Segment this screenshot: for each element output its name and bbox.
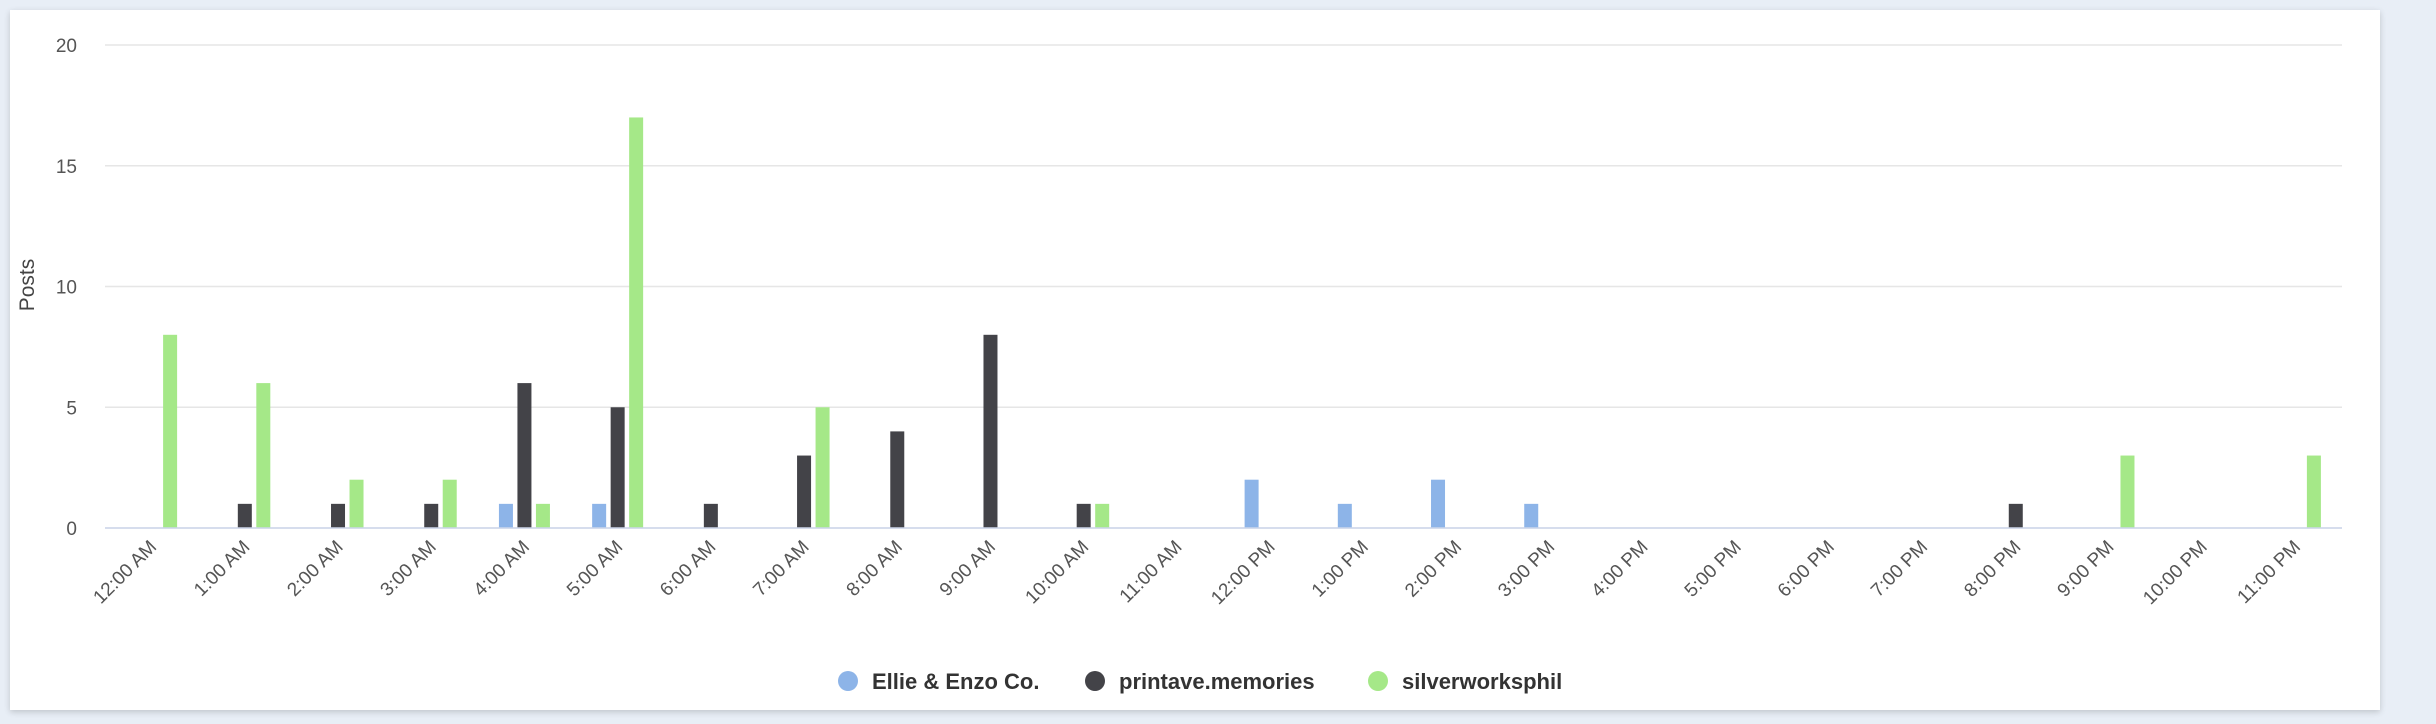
x-tick-label: 6:00 PM <box>1774 537 1839 602</box>
legend-item[interactable]: printave.memories <box>1085 669 1315 694</box>
x-tick-label: 9:00 AM <box>936 537 1000 601</box>
bar[interactable] <box>797 455 812 528</box>
bar[interactable] <box>256 383 271 528</box>
legend-item[interactable]: Ellie & Enzo Co. <box>838 669 1039 694</box>
x-tick-label: 4:00 AM <box>470 537 534 601</box>
gridlines <box>105 44 2342 529</box>
x-tick-label: 3:00 AM <box>377 537 441 601</box>
bar[interactable] <box>629 117 644 528</box>
x-tick-label: 5:00 AM <box>563 537 627 601</box>
legend-label: printave.memories <box>1119 669 1315 694</box>
bar[interactable] <box>163 334 178 528</box>
bar[interactable] <box>1431 479 1446 528</box>
x-tick-label: 11:00 PM <box>2234 537 2305 608</box>
bar[interactable] <box>237 503 252 528</box>
x-tick-label: 10:00 AM <box>1022 537 1094 609</box>
x-tick-label: 8:00 PM <box>1960 537 2025 602</box>
x-tick-label: 4:00 PM <box>1588 537 1653 602</box>
chart-card: 0 5 10 15 20 Posts 12:00 AM 1:00 AM 2:00 AM 3:0… <box>10 10 2380 710</box>
legend-marker <box>1085 671 1105 691</box>
x-tick-label: 12:00 AM <box>90 537 162 609</box>
bars <box>163 117 2321 528</box>
bar[interactable] <box>1076 503 1091 528</box>
y-tick-label: 15 <box>56 157 77 178</box>
y-axis-ticks: 0 5 10 15 20 <box>56 36 77 540</box>
legend-label: silverworksphil <box>1402 669 1562 694</box>
x-tick-label: 2:00 PM <box>1401 537 1466 602</box>
legend-marker <box>1368 671 1388 691</box>
bar[interactable] <box>610 407 625 528</box>
legend-label: Ellie & Enzo Co. <box>872 669 1039 694</box>
legend-marker <box>838 671 858 691</box>
y-tick-label: 10 <box>56 278 77 299</box>
y-tick-label: 20 <box>56 36 77 57</box>
bar[interactable] <box>349 479 364 528</box>
bar[interactable] <box>424 503 439 528</box>
y-axis-title: Posts <box>16 259 39 312</box>
y-tick-label: 0 <box>66 519 77 540</box>
x-tick-label: 8:00 AM <box>843 537 907 601</box>
bar[interactable] <box>703 503 718 528</box>
bar[interactable] <box>1524 503 1539 528</box>
x-tick-label: 2:00 AM <box>283 537 347 601</box>
x-tick-label: 3:00 PM <box>1494 537 1559 602</box>
x-tick-label: 12:00 PM <box>1207 537 1279 609</box>
bar[interactable] <box>815 407 830 528</box>
bar[interactable] <box>1337 503 1352 528</box>
bar[interactable] <box>517 383 532 528</box>
x-tick-label: 7:00 AM <box>749 537 813 601</box>
bar[interactable] <box>1244 479 1259 528</box>
x-tick-label: 1:00 AM <box>190 537 254 601</box>
legend: Ellie & Enzo Co. printave.memories silverw… <box>838 669 1562 694</box>
x-tick-label: 9:00 PM <box>2054 537 2119 602</box>
bar[interactable] <box>1095 503 1110 528</box>
x-tick-label: 10:00 PM <box>2139 537 2211 609</box>
bar[interactable] <box>2306 455 2321 528</box>
legend-item[interactable]: silverworksphil <box>1368 669 1562 694</box>
x-tick-label: 7:00 PM <box>1867 537 1932 602</box>
bar[interactable] <box>331 503 346 528</box>
bar[interactable] <box>890 431 905 528</box>
x-axis-ticks: 12:00 AM 1:00 AM 2:00 AM 3:00 AM 4:00 AM 5:00… <box>90 537 2305 609</box>
bar[interactable] <box>2120 455 2135 528</box>
bar[interactable] <box>983 334 998 528</box>
x-tick-label: 5:00 PM <box>1681 537 1746 602</box>
bar[interactable] <box>535 503 550 528</box>
bar[interactable] <box>2008 503 2023 528</box>
bar[interactable] <box>498 503 513 528</box>
bar[interactable] <box>592 503 607 528</box>
bar[interactable] <box>442 479 457 528</box>
y-tick-label: 5 <box>66 398 77 419</box>
x-tick-label: 1:00 PM <box>1308 537 1373 602</box>
x-tick-label: 6:00 AM <box>656 537 720 601</box>
x-tick-label: 11:00 AM <box>1116 537 1187 608</box>
posts-by-hour-chart: 0 5 10 15 20 Posts 12:00 AM 1:00 AM 2:00 AM 3:0… <box>16 36 2342 694</box>
